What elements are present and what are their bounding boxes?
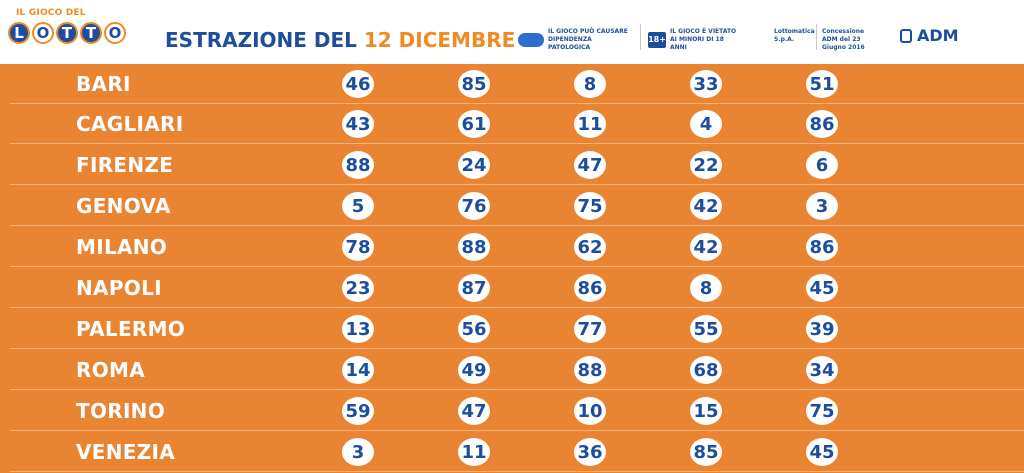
number-ball: 77	[574, 315, 606, 343]
dependence-notice: IL GIOCO PUÒ CAUSARE DIPENDENZA PATOLOGI…	[518, 28, 634, 52]
logo-letter: O	[104, 22, 126, 44]
number-ball: 11	[458, 438, 490, 466]
number-ball: 88	[574, 356, 606, 384]
number-ball: 68	[690, 356, 722, 384]
dependence-notice-text: IL GIOCO PUÒ CAUSARE DIPENDENZA PATOLOGI…	[548, 28, 628, 51]
number-ball: 61	[458, 110, 490, 138]
number-ball: 75	[806, 397, 838, 425]
number-ball: 78	[342, 233, 374, 261]
title-date: 12 DICEMBRE	[363, 28, 516, 52]
city-name: CAGLIARI	[76, 112, 184, 136]
city-name: TORINO	[76, 399, 166, 423]
header: IL GIOCO DEL L O T T O ESTRAZIONE DEL 12…	[0, 0, 1024, 64]
number-ball: 39	[806, 315, 838, 343]
table-row: GENOVA 5 76 75 42 3	[0, 186, 1024, 226]
number-ball: 45	[806, 438, 838, 466]
number-ball: 23	[342, 274, 374, 302]
logo-letter: T	[56, 22, 78, 44]
city-name: BARI	[76, 72, 131, 96]
number-ball: 76	[458, 192, 490, 220]
city-name: MILANO	[76, 235, 168, 259]
number-ball: 5	[342, 192, 374, 220]
table-row: PALERMO 13 56 77 55 39	[0, 309, 1024, 349]
lotto-logo: IL GIOCO DEL L O T T O	[8, 8, 134, 56]
table-row: BARI 46 85 8 33 51	[0, 64, 1024, 104]
number-ball: 3	[342, 438, 374, 466]
age-badge: 18+	[648, 32, 666, 48]
number-ball: 42	[690, 233, 722, 261]
number-ball: 87	[458, 274, 490, 302]
concession-text: Concessione ADM del 23 Giugno 2016	[822, 28, 865, 51]
number-ball: 47	[458, 397, 490, 425]
number-ball: 46	[342, 70, 374, 98]
number-ball: 34	[806, 356, 838, 384]
title-prefix: ESTRAZIONE DEL	[165, 28, 357, 52]
draws-table: BARI 46 85 8 33 51 CAGLIARI 43 61 11 4 8…	[0, 64, 1024, 473]
number-ball: 59	[342, 397, 374, 425]
number-ball: 86	[574, 274, 606, 302]
number-ball: 85	[690, 438, 722, 466]
number-ball: 33	[690, 70, 722, 98]
number-ball: 11	[574, 110, 606, 138]
number-ball: 45	[806, 274, 838, 302]
logo-letter: O	[32, 22, 54, 44]
number-ball: 13	[342, 315, 374, 343]
number-ball: 86	[806, 233, 838, 261]
number-ball: 43	[342, 110, 374, 138]
table-row: VENEZIA 3 11 36 85 45	[0, 432, 1024, 472]
city-name: NAPOLI	[76, 276, 162, 300]
table-row: MILANO 78 88 62 42 86	[0, 227, 1024, 267]
table-row: CAGLIARI 43 61 11 4 86	[0, 104, 1024, 144]
city-name: VENEZIA	[76, 440, 176, 464]
number-ball: 36	[574, 438, 606, 466]
operator-text: Lottomatica S.p.A.	[774, 28, 815, 43]
table-row: ROMA 14 49 88 68 34	[0, 350, 1024, 390]
city-name: ROMA	[76, 358, 145, 382]
number-ball: 51	[806, 70, 838, 98]
number-ball: 8	[574, 70, 606, 98]
minors-notice: 18+ IL GIOCO È VIETATO AI MINORI DI 18 A…	[648, 28, 742, 52]
number-ball: 4	[690, 110, 722, 138]
logo-small-text: IL GIOCO DEL	[16, 8, 86, 18]
number-ball: 14	[342, 356, 374, 384]
city-name: GENOVA	[76, 194, 171, 218]
table-row: TORINO 59 47 10 15 75	[0, 391, 1024, 431]
city-name: FIRENZE	[76, 153, 174, 177]
number-ball: 15	[690, 397, 722, 425]
number-ball: 56	[458, 315, 490, 343]
minors-notice-text: IL GIOCO È VIETATO AI MINORI DI 18 ANNI	[670, 28, 737, 51]
table-row: NAPOLI 23 87 86 8 45	[0, 268, 1024, 308]
number-ball: 62	[574, 233, 606, 261]
number-ball: 42	[690, 192, 722, 220]
warning-icon	[518, 33, 544, 47]
divider	[816, 24, 817, 50]
adm-logo: ADM	[900, 26, 959, 45]
number-ball: 49	[458, 356, 490, 384]
number-ball: 85	[458, 70, 490, 98]
number-ball: 6	[806, 151, 838, 179]
number-ball: 55	[690, 315, 722, 343]
number-ball: 8	[690, 274, 722, 302]
number-ball: 75	[574, 192, 606, 220]
logo-letter: T	[80, 22, 102, 44]
city-name: PALERMO	[76, 317, 186, 341]
adm-label: ADM	[917, 26, 959, 45]
number-ball: 10	[574, 397, 606, 425]
logo-letter: L	[8, 22, 30, 44]
number-ball: 24	[458, 151, 490, 179]
logo-word: L O T T O	[8, 22, 128, 44]
table-row: FIRENZE 88 24 47 22 6	[0, 145, 1024, 185]
number-ball: 86	[806, 110, 838, 138]
number-ball: 47	[574, 151, 606, 179]
number-ball: 3	[806, 192, 838, 220]
number-ball: 88	[458, 233, 490, 261]
number-ball: 22	[690, 151, 722, 179]
divider	[640, 24, 641, 50]
page-title: ESTRAZIONE DEL 12 DICEMBRE	[165, 28, 515, 52]
emblem-icon	[900, 28, 912, 43]
number-ball: 88	[342, 151, 374, 179]
